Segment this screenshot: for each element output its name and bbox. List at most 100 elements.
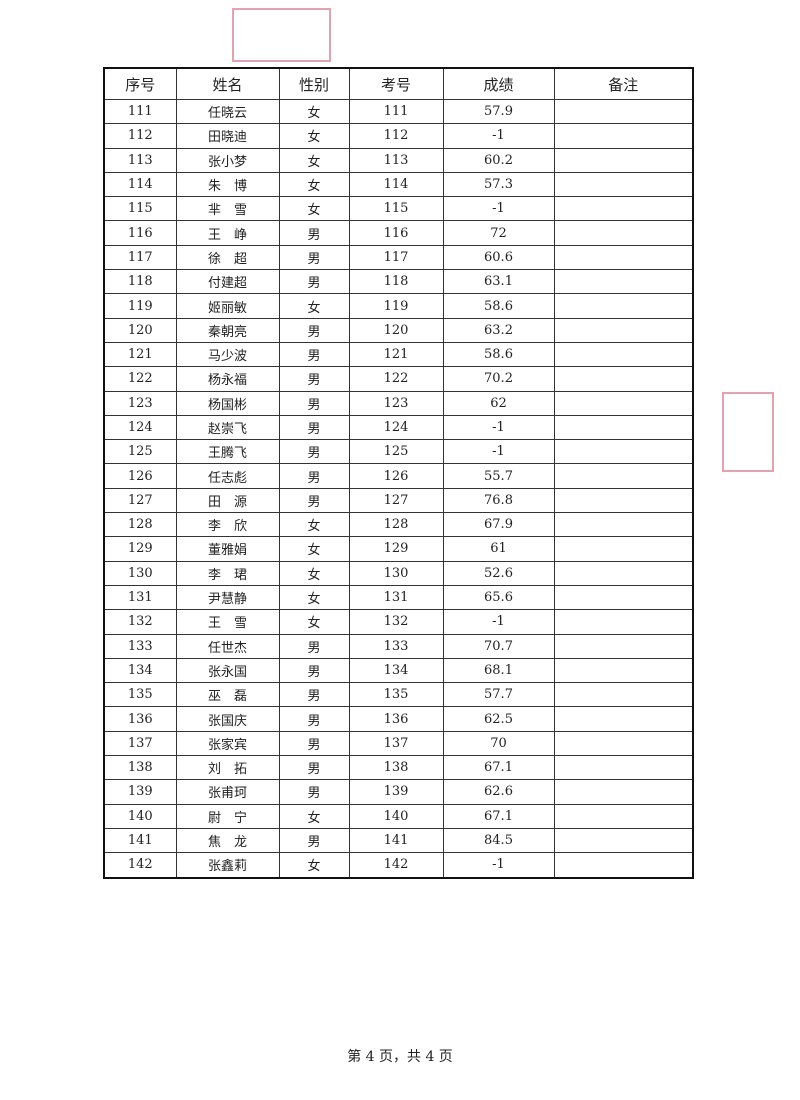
cell-col-gender: 男 (278, 463, 350, 489)
cell-col-score: 68.1 (442, 657, 555, 684)
cell-col-gender: 男 (278, 682, 350, 708)
cell-col-gender: 女 (278, 293, 350, 319)
cell-col-exam-no: 132 (348, 609, 444, 635)
cell-col-seq: 125 (103, 439, 177, 465)
table-row: 142 张鑫莉女 142 -1 (103, 852, 694, 878)
cell-col-seq: 129 (103, 536, 177, 562)
cell-col-seq: 138 (103, 755, 177, 781)
cell-col-seq: 132 (103, 609, 177, 635)
cell-col-gender: 男 (278, 755, 350, 781)
table-row: 113 张小梦女 113 60.2 (103, 147, 694, 173)
table-row: 130 李 珺女 130 52.6 (103, 560, 694, 586)
cell-col-score: -1 (442, 439, 555, 465)
cell-col-score: -1 (442, 609, 555, 635)
cell-col-remark (553, 852, 694, 878)
cell-col-exam-no: 117 (348, 244, 444, 271)
cell-col-seq: 114 (103, 171, 177, 198)
cell-col-remark (553, 827, 694, 854)
cell-col-exam-no: 113 (348, 147, 444, 173)
cell-col-score: 58.6 (442, 341, 555, 368)
cell-col-seq: 126 (103, 463, 177, 489)
cell-col-remark (553, 147, 694, 173)
cell-col-remark (553, 98, 694, 125)
cell-col-score: 52.6 (442, 560, 555, 586)
table-row: 124 赵崇飞男 124 -1 (103, 414, 694, 441)
cell-col-seq: 122 (103, 366, 177, 392)
cell-col-seq: 137 (103, 730, 177, 757)
cell-col-remark (553, 439, 694, 465)
cell-col-remark (553, 171, 694, 198)
cell-col-gender: 女 (278, 147, 350, 173)
cell-col-seq: 141 (103, 827, 177, 854)
cell-col-gender: 男 (278, 220, 350, 246)
cell-col-name: 巫 磊 (175, 682, 280, 708)
cell-col-remark (553, 390, 694, 416)
cell-col-score: 58.6 (442, 293, 555, 319)
cell-col-exam-no: 139 (348, 779, 444, 805)
cell-col-seq: 128 (103, 512, 177, 538)
cell-col-seq: 116 (103, 220, 177, 246)
cell-col-gender: 男 (278, 390, 350, 416)
table-row: 135 巫 磊男 135 57.7 (103, 682, 694, 708)
cell-col-gender: 男 (278, 244, 350, 271)
cell-col-name: 徐 超 (175, 244, 280, 271)
cell-col-score: 57.9 (442, 98, 555, 125)
cell-col-name: 张小梦 (175, 147, 280, 173)
cell-col-name: 田晓迪 (175, 123, 280, 149)
cell-col-score: 60.6 (442, 244, 555, 271)
cell-col-remark (553, 196, 694, 222)
cell-col-gender: 男 (278, 317, 350, 343)
cell-col-exam-no: 119 (348, 293, 444, 319)
cell-col-gender: 女 (278, 803, 350, 829)
cell-col-score: 63.1 (442, 269, 555, 295)
table-row: 132 王 雪女 132 -1 (103, 609, 694, 635)
cell-col-name: 刘 拓 (175, 755, 280, 781)
cell-col-remark (553, 609, 694, 635)
cell-col-exam-no: 131 (348, 584, 444, 611)
cell-col-name: 田 源 (175, 487, 280, 514)
cell-col-gender: 女 (278, 584, 350, 611)
cell-col-remark (553, 463, 694, 489)
cell-col-name: 赵崇飞 (175, 414, 280, 441)
table-row: 121 马少波男 121 58.6 (103, 341, 694, 368)
cell-col-seq: 127 (103, 487, 177, 514)
cell-col-gender: 男 (278, 341, 350, 368)
cell-col-gender: 男 (278, 414, 350, 441)
cell-col-gender: 男 (278, 633, 350, 659)
cell-col-exam-no: 123 (348, 390, 444, 416)
cell-col-name: 李 珺 (175, 560, 280, 586)
cell-col-exam-no: 134 (348, 657, 444, 684)
cell-col-score: 55.7 (442, 463, 555, 489)
cell-col-score: 65.6 (442, 584, 555, 611)
table-row: 129 董雅娟女 129 61 (103, 536, 694, 562)
table-row: 111 任晓云女 111 57.9 (103, 98, 694, 125)
cell-col-gender: 女 (278, 512, 350, 538)
table-row: 127 田 源男 127 76.8 (103, 487, 694, 514)
cell-col-remark (553, 682, 694, 708)
table-row: 125 王腾飞男 125 -1 (103, 439, 694, 465)
cell-col-remark (553, 512, 694, 538)
cell-col-exam-no: 135 (348, 682, 444, 708)
cell-col-gender: 男 (278, 706, 350, 732)
table-row: 140 尉 宁女 140 67.1 (103, 803, 694, 829)
cell-col-exam-no: 125 (348, 439, 444, 465)
cell-col-exam-no: 121 (348, 341, 444, 368)
seal-stamp-right (722, 392, 774, 472)
cell-col-score: -1 (442, 414, 555, 441)
cell-col-name: 尉 宁 (175, 803, 280, 829)
cell-col-remark (553, 317, 694, 343)
cell-col-score: 62.6 (442, 779, 555, 805)
table-row: 116 王 峥男 116 72 (103, 220, 694, 246)
cell-col-gender: 女 (278, 609, 350, 635)
cell-col-score: 67.1 (442, 803, 555, 829)
table-header-row: 序号 姓名 性别 考号 成绩 备注 (103, 67, 694, 100)
cell-col-exam-no: 137 (348, 730, 444, 757)
cell-col-seq: 133 (103, 633, 177, 659)
table-row: 114 朱 博女 114 57.3 (103, 171, 694, 198)
cell-col-name: 焦 龙 (175, 827, 280, 854)
cell-col-name: 任晓云 (175, 98, 280, 125)
cell-col-name: 王 峥 (175, 220, 280, 246)
table-row: 136 张国庆男 136 62.5 (103, 706, 694, 732)
cell-col-gender: 男 (278, 487, 350, 514)
cell-col-name: 杨永福 (175, 366, 280, 392)
